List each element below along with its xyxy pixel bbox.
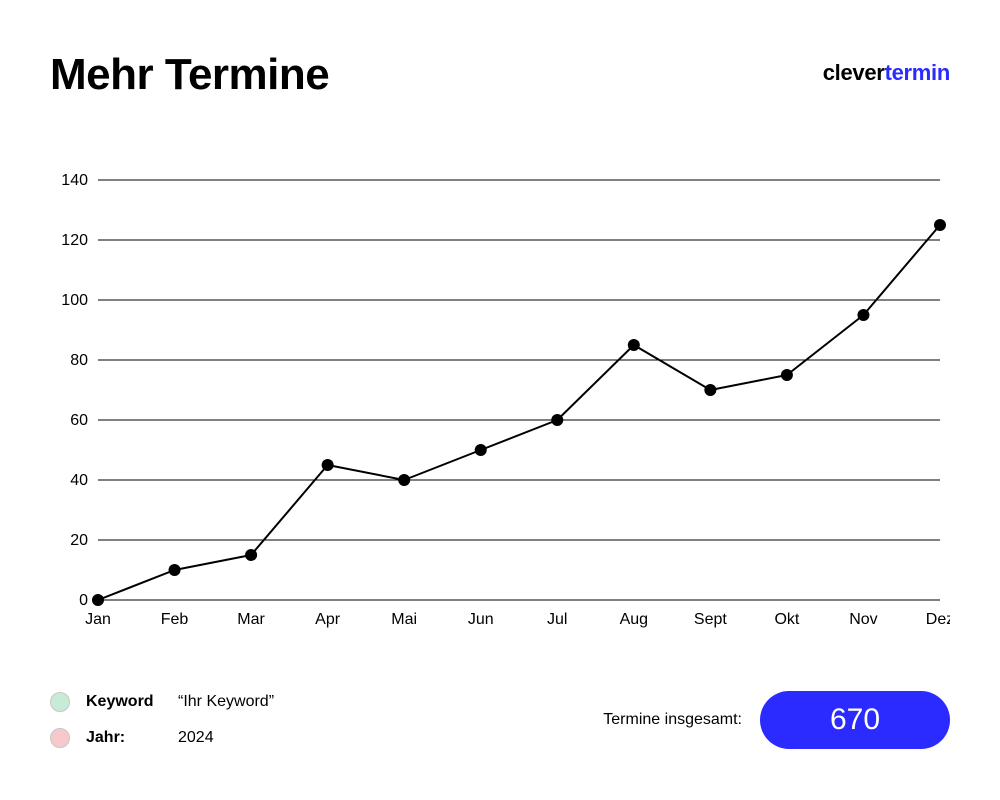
data-point: [398, 474, 410, 486]
x-tick-label: Dez: [926, 611, 950, 628]
data-point: [551, 414, 563, 426]
meta-keyword-row: Keyword “Ihr Keyword”: [50, 692, 274, 712]
data-point: [245, 549, 257, 561]
y-tick-label: 0: [79, 592, 88, 609]
data-point: [92, 594, 104, 606]
y-tick-label: 100: [61, 292, 88, 309]
year-swatch: [50, 728, 70, 748]
y-tick-label: 140: [61, 172, 88, 189]
data-point: [322, 459, 334, 471]
total-label: Termine insgesamt:: [603, 711, 742, 729]
data-point: [934, 219, 946, 231]
year-label: Jahr:: [86, 729, 162, 747]
data-point: [475, 444, 487, 456]
data-point: [169, 564, 181, 576]
x-tick-label: Apr: [315, 611, 341, 628]
brand-logo: clevertermin: [823, 60, 950, 86]
y-tick-label: 20: [70, 532, 88, 549]
y-tick-label: 80: [70, 352, 88, 369]
logo-part-a: clever: [823, 60, 885, 85]
page-title: Mehr Termine: [50, 50, 329, 100]
total-pill: 670: [760, 691, 950, 749]
x-tick-label: Aug: [620, 611, 648, 628]
data-point: [628, 339, 640, 351]
x-tick-label: Mai: [391, 611, 417, 628]
x-tick-label: Jul: [547, 611, 567, 628]
x-tick-label: Feb: [161, 611, 189, 628]
x-tick-label: Okt: [774, 611, 799, 628]
y-tick-label: 60: [70, 412, 88, 429]
x-tick-label: Mar: [237, 611, 265, 628]
logo-part-b: termin: [885, 60, 950, 85]
series-line: [98, 225, 940, 600]
x-tick-label: Sept: [694, 611, 727, 628]
data-point: [704, 384, 716, 396]
data-point: [857, 309, 869, 321]
chart-meta: Keyword “Ihr Keyword” Jahr: 2024: [50, 692, 274, 748]
x-tick-label: Nov: [849, 611, 877, 628]
meta-year-row: Jahr: 2024: [50, 728, 274, 748]
y-tick-label: 120: [61, 232, 88, 249]
keyword-swatch: [50, 692, 70, 712]
keyword-value: “Ihr Keyword”: [178, 693, 274, 711]
y-tick-label: 40: [70, 472, 88, 489]
x-tick-label: Jun: [468, 611, 494, 628]
total-area: Termine insgesamt: 670: [603, 691, 950, 749]
keyword-label: Keyword: [86, 693, 162, 711]
year-value: 2024: [178, 729, 214, 747]
x-tick-label: Jan: [85, 611, 111, 628]
data-point: [781, 369, 793, 381]
line-chart: 0 20 40 60 80 100 120 140 Jan Feb Mar Apr Mai Jun Jul A…: [50, 170, 950, 640]
